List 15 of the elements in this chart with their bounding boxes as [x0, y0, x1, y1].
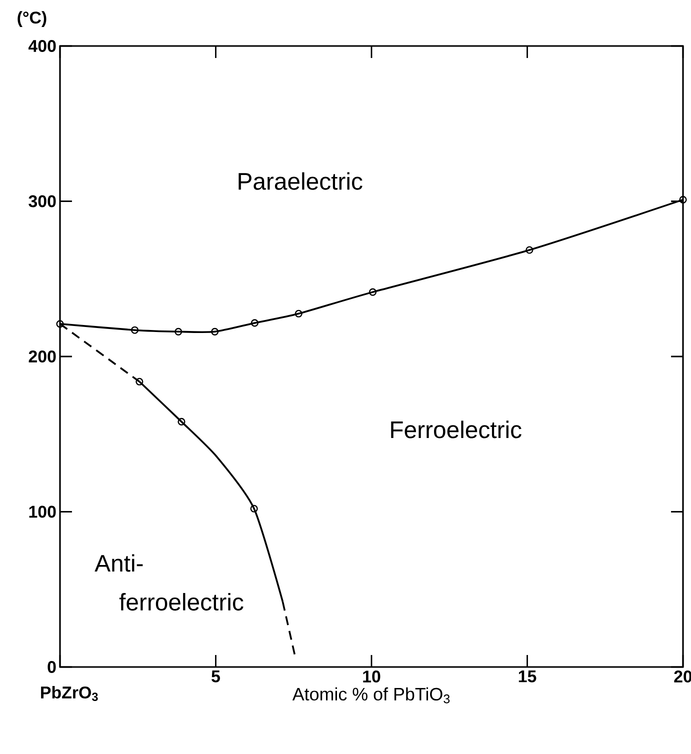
annotation: Ferroelectric — [391, 420, 522, 438]
annotation: Paraelectric — [238, 172, 362, 190]
y-tick-label: 100 — [29, 506, 56, 518]
y-tick-label: 200 — [28, 350, 56, 362]
y-tick-label: 400 — [28, 40, 56, 52]
annotation: ferroelectric — [119, 593, 244, 611]
x-axis-title: Atomic % of PbTiO$_{3}$ — [292, 687, 450, 704]
y-axis-title: (°C) — [18, 11, 46, 27]
x-tick-label: 10 — [363, 670, 380, 683]
y-tick-label: 0 — [48, 661, 56, 673]
text: PbZrO$_{3}$ — [41, 686, 98, 702]
x-tick-label: 15 — [518, 670, 536, 682]
annotation: Anti- — [94, 554, 143, 572]
x-tick-label: 5 — [212, 670, 220, 682]
y-tick-label: 300 — [28, 195, 56, 208]
